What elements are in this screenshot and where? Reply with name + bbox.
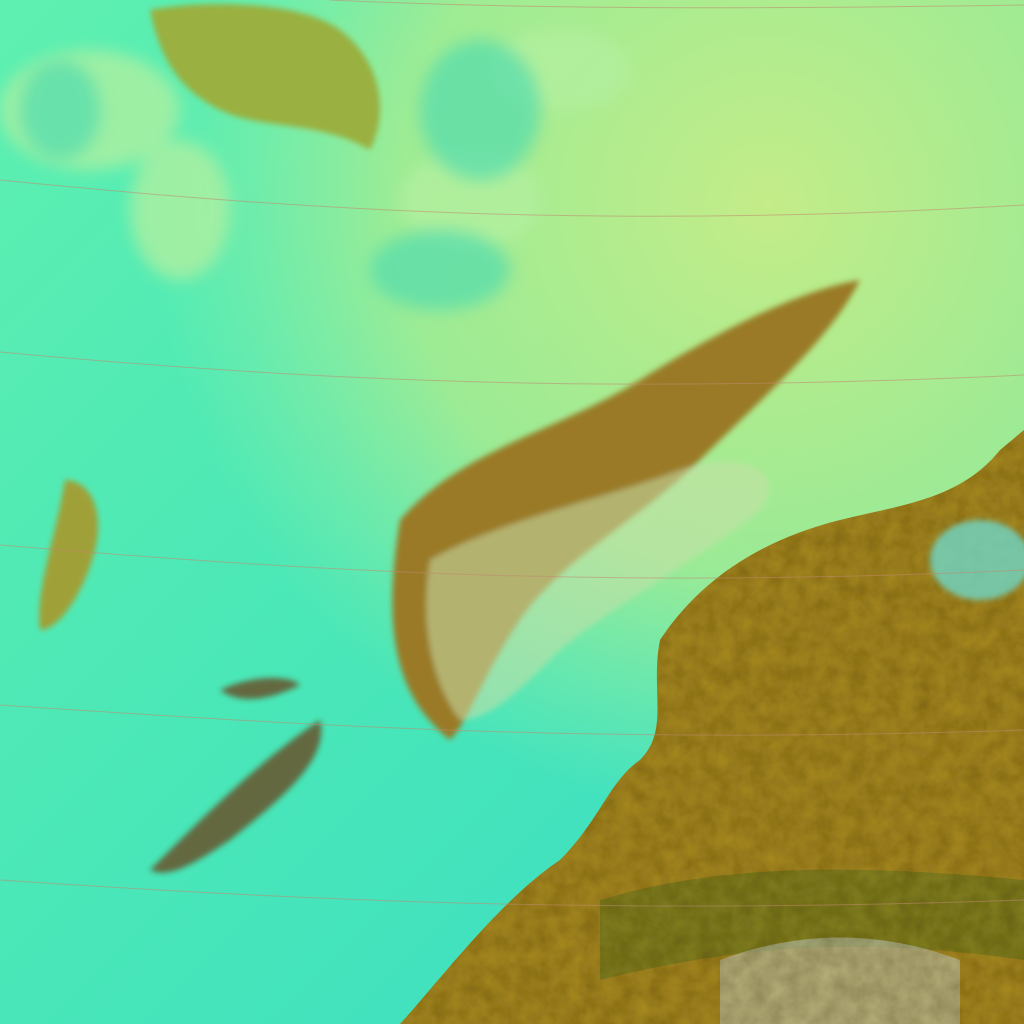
land-mass-top bbox=[150, 4, 380, 150]
graticule-lines bbox=[0, 0, 1024, 907]
island-left bbox=[39, 480, 99, 630]
continent-land-southeast bbox=[400, 430, 1024, 1024]
clear-sky-patches bbox=[20, 40, 540, 310]
cloud-band-center bbox=[392, 280, 860, 740]
bay-water bbox=[930, 520, 1024, 600]
cloud-streaks-southwest bbox=[150, 678, 322, 873]
